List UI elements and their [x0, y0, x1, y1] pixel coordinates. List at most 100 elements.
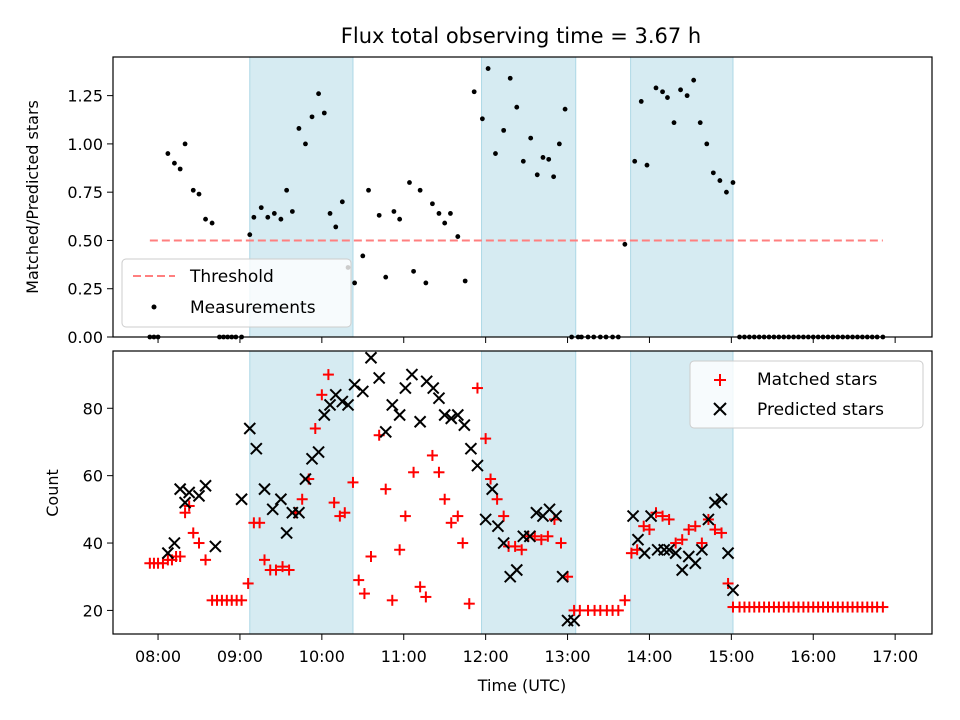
predicted-star-point [510, 563, 523, 577]
measurement-point [352, 280, 358, 286]
predicted-star-point [657, 543, 671, 556]
x-tick-label: 10:00 [299, 647, 345, 666]
x-tick-label: 13:00 [544, 647, 590, 666]
bottom-legend: Matched stars Predicted stars [689, 360, 924, 429]
predicted-star-point [266, 503, 279, 516]
predicted-star-point [638, 546, 651, 560]
matched-star-point [555, 537, 567, 549]
predicted-star-point [626, 509, 640, 523]
matched-star-point [380, 483, 392, 495]
top-y-tick-label: 0.50 [67, 231, 103, 250]
measurement-point [411, 268, 416, 274]
predicted-star-point [235, 493, 248, 506]
predicted-star-point [209, 540, 222, 553]
matched-star-point [471, 382, 483, 394]
measurement-point [546, 156, 552, 162]
measurement-point [316, 91, 321, 97]
measurement-point [448, 211, 453, 216]
measurement-point [203, 216, 208, 222]
measurement-point [684, 93, 690, 99]
predicted-star-point [173, 482, 187, 496]
measurement-point [551, 174, 557, 180]
measurement-point [196, 191, 202, 197]
matched-star-point [316, 389, 328, 401]
predicted-star-point [556, 570, 569, 583]
predicted-star-point [312, 445, 325, 459]
matched-star-point [676, 534, 688, 546]
matched-star-point [452, 510, 464, 522]
predicted-star-point [497, 536, 510, 550]
measurement-point [182, 141, 188, 147]
matched-star-point [433, 466, 445, 478]
measurement-point [391, 209, 397, 214]
predicted-star-point [299, 472, 312, 486]
bottom-y-ticks: 20 40 60 80 [83, 399, 113, 620]
measurement-point [271, 211, 277, 216]
measurement-point [360, 253, 366, 259]
measurement-point [397, 216, 403, 222]
matched-star-point [386, 594, 398, 606]
matched-star-point [339, 507, 351, 519]
bottom-shaded-span-2 [630, 350, 734, 635]
matched-star-point [625, 547, 637, 559]
measurement-point [430, 201, 435, 207]
matched-star-point [358, 588, 370, 600]
predicted-star-point [644, 509, 658, 523]
measurement-point [520, 158, 526, 164]
predicted-star-point [292, 506, 306, 519]
measurement-point [309, 114, 315, 120]
matched-star-point [187, 527, 199, 539]
measurement-point [383, 274, 389, 280]
predicted-star-point [336, 395, 349, 408]
matched-star-point [480, 433, 492, 445]
matched-star-point [663, 513, 675, 525]
matched-star-point [722, 577, 734, 589]
measurement-point [638, 99, 644, 104]
predicted-star-point [491, 519, 505, 533]
bottom-shaded-span-0 [249, 350, 354, 635]
matched-star-point [650, 507, 662, 519]
bottom-y-tick-label: 60 [83, 467, 103, 486]
matched-star-point [179, 507, 191, 519]
predicted-star-point [386, 398, 399, 412]
top-y-tick-label: 1.00 [67, 135, 103, 154]
measurement-point [436, 211, 442, 216]
matched-star-point [696, 537, 708, 549]
top-axes-frame [112, 56, 933, 338]
measurement-point [644, 162, 650, 168]
chart-title: Flux total observing time = 3.67 h [341, 24, 701, 48]
measurement-point [339, 199, 345, 205]
matched-star-point [619, 594, 631, 606]
measurement-point [704, 141, 710, 147]
predicted-star-point [445, 412, 458, 425]
matched-star-point [535, 534, 547, 546]
measurement-point [562, 106, 568, 112]
matched-star-point [498, 510, 510, 522]
matched-star-point [254, 517, 266, 529]
bottom-y-axis-label: Count [43, 469, 62, 517]
measurement-point [303, 141, 308, 147]
measurement-point [501, 127, 507, 133]
matched-star-point [270, 564, 282, 576]
matched-star-point [463, 598, 475, 610]
measurement-point [556, 141, 562, 147]
measurement-points [147, 66, 886, 340]
measurement-point [284, 187, 290, 193]
matched-star-point [670, 537, 682, 549]
measurement-point [407, 180, 412, 185]
matched-star-point [542, 530, 554, 542]
matched-star-point [439, 493, 451, 505]
measurement-point [665, 95, 670, 100]
matched-star-point [683, 524, 695, 536]
predicted-star-point [726, 583, 740, 597]
matched-star-point [394, 544, 406, 556]
measurement-point [177, 166, 183, 172]
measurement-point [327, 211, 333, 216]
measurement-point [710, 170, 716, 176]
matched-star-point [236, 594, 248, 606]
predicted-star-point [323, 398, 337, 412]
matched-star-point [353, 574, 365, 586]
matched-star-point [445, 517, 457, 529]
predicted-star-point [708, 496, 722, 509]
measurement-point [165, 151, 171, 156]
